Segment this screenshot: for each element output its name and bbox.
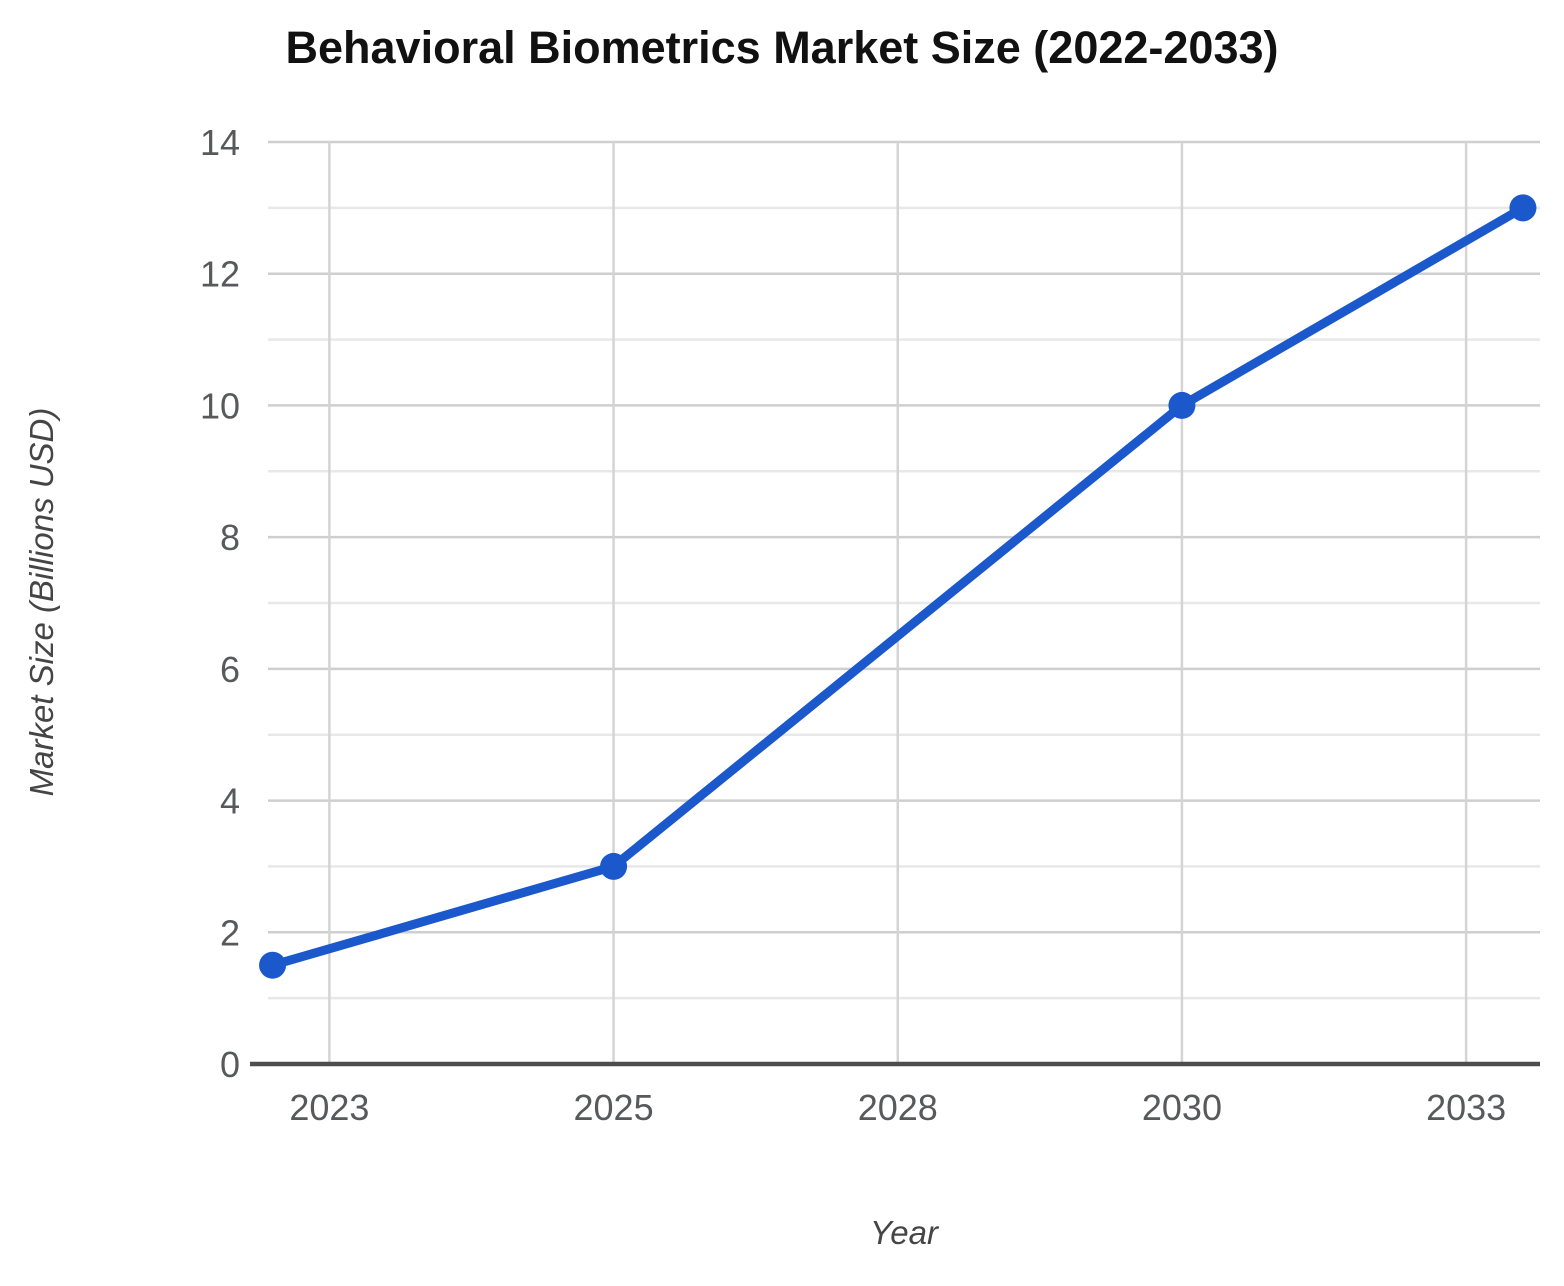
data-point-marker	[259, 951, 287, 979]
x-tick-label: 2025	[574, 1087, 654, 1128]
y-tick-label: 14	[200, 122, 240, 163]
x-tick-label: 2030	[1142, 1087, 1222, 1128]
series-line	[268, 203, 1528, 970]
y-tick-label: 4	[220, 781, 240, 822]
y-tick-label: 2	[220, 912, 240, 953]
x-tick-label: 2028	[858, 1087, 938, 1128]
y-tick-label: 6	[220, 649, 240, 690]
y-tick-label: 0	[220, 1044, 240, 1085]
y-tick-label: 12	[200, 254, 240, 295]
x-tick-label: 2033	[1426, 1087, 1506, 1128]
chart-title: Behavioral Biometrics Market Size (2022-…	[285, 22, 1279, 73]
y-tick-label: 8	[220, 517, 240, 558]
data-point-marker	[600, 852, 628, 880]
y-tick-label: 10	[200, 385, 240, 426]
data-point-marker	[1168, 391, 1196, 419]
x-axis-title: Year	[870, 1214, 938, 1251]
x-tick-label: 2023	[289, 1087, 369, 1128]
data-point-marker	[1509, 194, 1537, 222]
